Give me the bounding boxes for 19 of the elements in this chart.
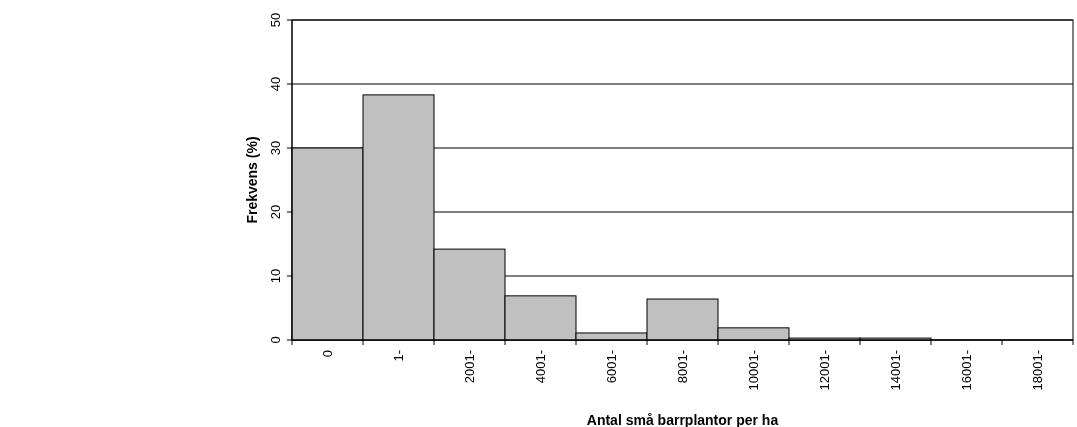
y-tick-label: 0 (268, 336, 283, 344)
y-tick-label: 10 (268, 268, 283, 284)
x-tick-label: 1- (391, 350, 406, 362)
y-tick-label: 40 (268, 76, 283, 92)
y-tick-label: 30 (268, 140, 283, 156)
x-tick-label: 8001- (675, 350, 690, 384)
x-tick-label: 2001- (462, 350, 477, 384)
x-tick-label: 18001- (1030, 350, 1045, 391)
y-tick-label: 20 (268, 204, 283, 220)
x-tick-label: 0 (320, 350, 335, 358)
y-tick-label: 50 (268, 12, 283, 28)
x-tick-label: 16001- (959, 350, 974, 391)
x-tick-label: 6001- (604, 350, 619, 384)
x-tick-label: 12001- (817, 350, 832, 391)
x-tick-label: 4001- (533, 350, 548, 384)
x-tick-label: 10001- (746, 350, 761, 391)
x-axis-title: Antal små barrplantor per ha (586, 412, 779, 427)
y-axis-title: Frekvens (%) (244, 136, 260, 224)
x-tick-label: 14001- (888, 350, 903, 391)
